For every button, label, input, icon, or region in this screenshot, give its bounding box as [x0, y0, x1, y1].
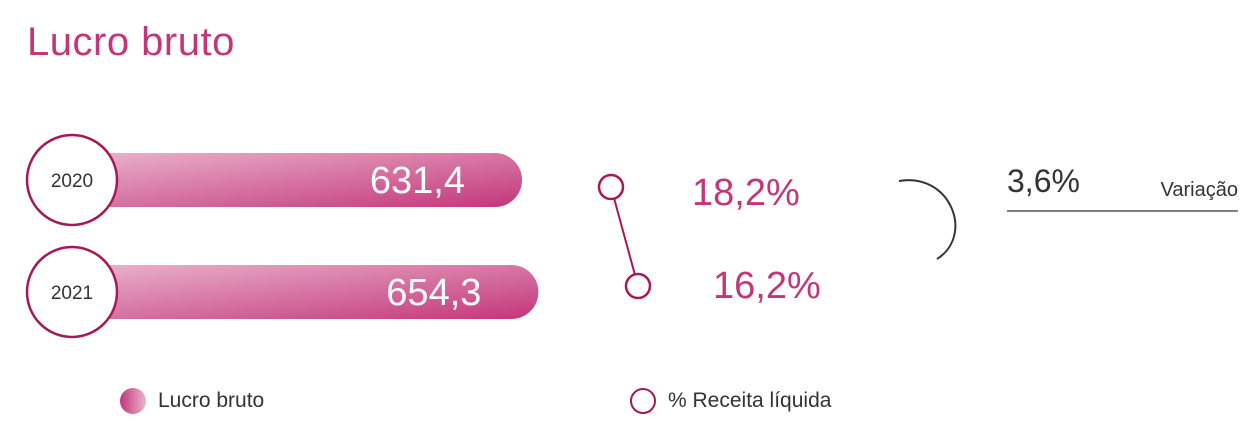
bar-2021	[70, 265, 539, 319]
variation-arc	[898, 179, 957, 260]
year-circle-2021	[25, 245, 119, 339]
variation-label: Variação	[1161, 179, 1238, 201]
bar-value-label-2020: 631,4	[370, 160, 465, 202]
pct-label-2020: 18,2%	[692, 172, 800, 214]
legend-label-net-revenue-pct: % Receita líquida	[668, 389, 832, 412]
pct-marker-2021	[624, 272, 652, 300]
pct-connector-line	[610, 186, 639, 287]
year-label-2021: 2021	[51, 283, 93, 304]
bars-layer: 2020 631,4 2021 654,3	[25, 133, 539, 339]
pct-marker-2020	[597, 173, 625, 201]
variation-value: 3,6%	[1007, 163, 1080, 199]
percentage-layer: 18,2% 16,2%	[597, 172, 821, 307]
variation-layer: 3,6% Variação	[898, 163, 1238, 260]
bar-value-label-2021: 654,3	[386, 272, 481, 314]
legend-swatch-bar	[120, 388, 146, 414]
bar-2020	[70, 153, 522, 207]
legend-item-net-revenue-pct: % Receita líquida	[630, 388, 831, 414]
legend-label-gross-profit: Lucro bruto	[158, 389, 265, 412]
legend-item-gross-profit: Lucro bruto	[120, 388, 264, 414]
year-label-2020: 2020	[51, 171, 93, 192]
year-circle-2020	[25, 133, 119, 227]
legend-swatch-ring	[630, 388, 656, 414]
pct-label-2021: 16,2%	[713, 265, 821, 307]
page-title: Lucro bruto	[27, 20, 235, 64]
